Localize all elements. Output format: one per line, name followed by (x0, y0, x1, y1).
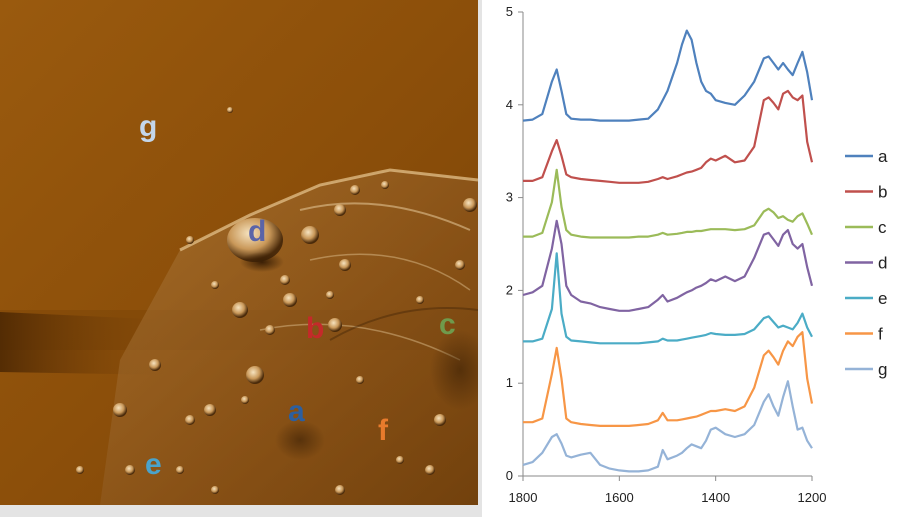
series-line-b (523, 89, 814, 184)
y-tick-label: 0 (506, 468, 513, 483)
legend-label-b: b (878, 183, 887, 202)
chart-series (522, 29, 814, 473)
bottom-margin (0, 505, 482, 517)
chart-axes: 0 1 2 3 4 5 1800 1600 1400 1200 (506, 4, 827, 505)
y-tick-label: 1 (506, 375, 513, 390)
y-tick-label: 3 (506, 190, 513, 205)
image-label-c: c (439, 308, 456, 341)
image-label-e: e (145, 448, 162, 481)
legend-label-d: d (878, 254, 887, 273)
series-line-a (522, 29, 814, 122)
series-line-g (522, 380, 813, 473)
y-tick-label: 2 (506, 282, 513, 297)
legend-label-c: c (878, 218, 887, 237)
x-tick-label: 1200 (798, 490, 827, 505)
afm-height-image (0, 0, 478, 505)
series-line-c (523, 168, 814, 239)
y-tick-label: 5 (506, 4, 513, 19)
x-tick-label: 1400 (701, 490, 730, 505)
x-tick-label: 1600 (605, 490, 634, 505)
series-line-e (523, 252, 813, 345)
image-label-g: g (139, 110, 158, 143)
series-line-f (523, 331, 814, 427)
series-line-d (522, 219, 814, 312)
x-tick-label: 1800 (509, 490, 538, 505)
y-tick-label: 4 (506, 97, 513, 112)
image-label-a: a (288, 395, 305, 428)
legend-label-f: f (878, 325, 883, 344)
image-label-b: b (306, 312, 325, 345)
afm-image-panel: g d b c a f e (0, 0, 478, 505)
legend-label-a: a (878, 147, 888, 166)
image-label-d: d (248, 215, 267, 248)
legend-label-e: e (878, 289, 887, 308)
legend-label-g: g (878, 360, 887, 379)
image-label-f: f (378, 414, 388, 447)
